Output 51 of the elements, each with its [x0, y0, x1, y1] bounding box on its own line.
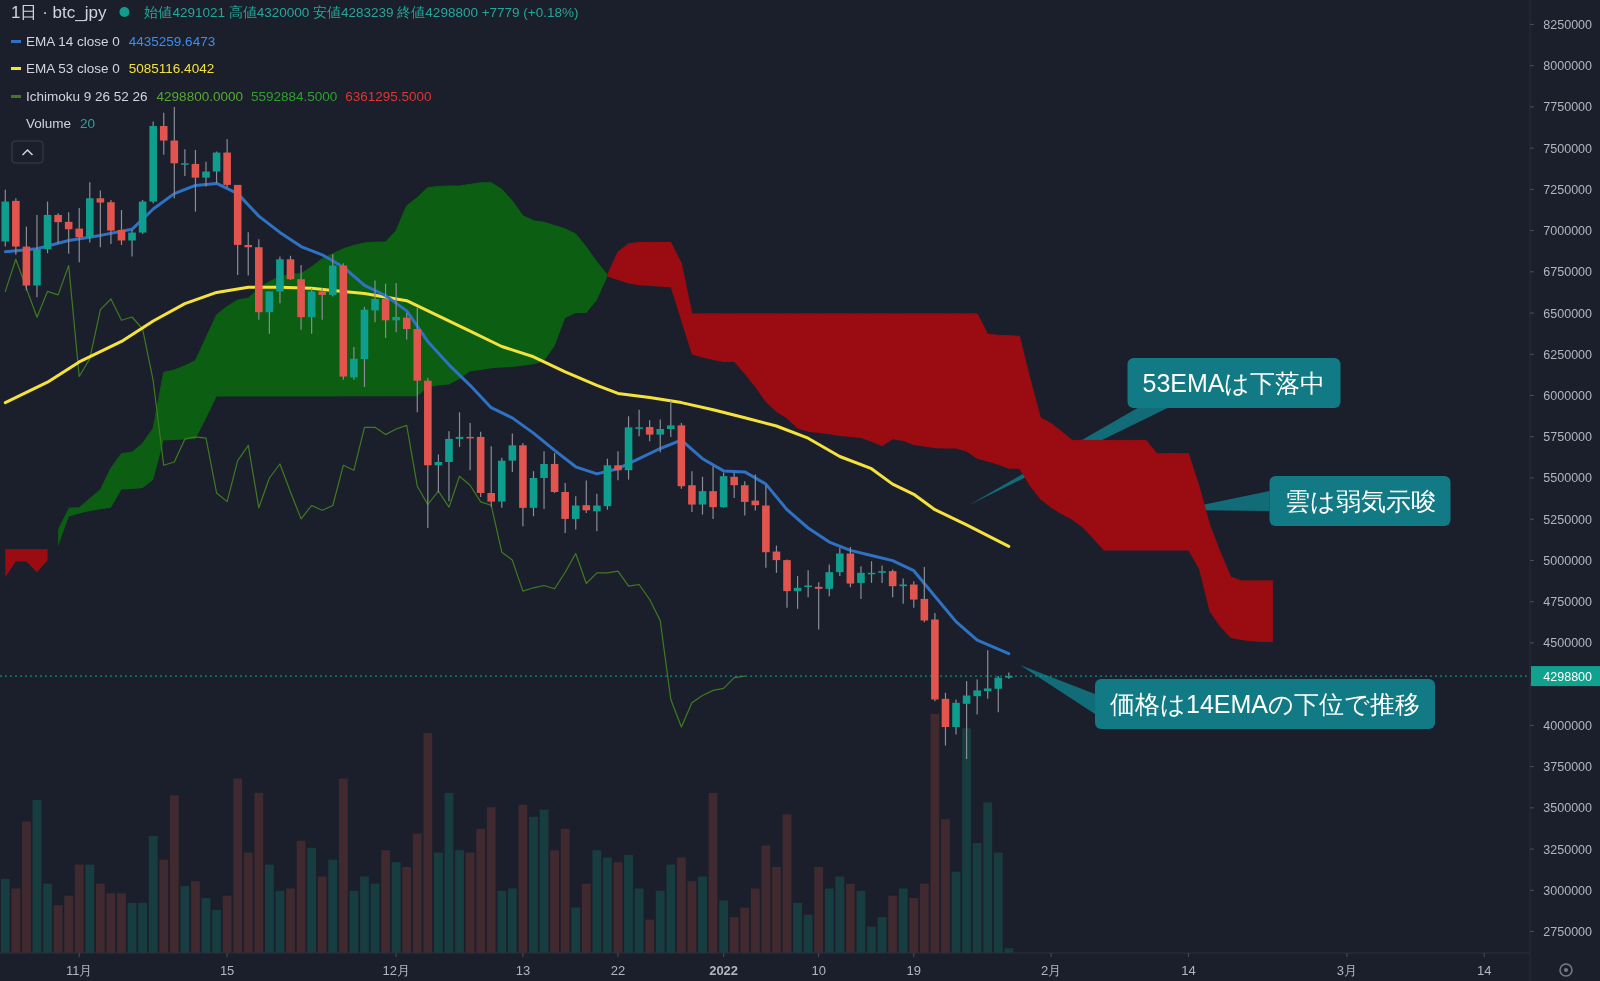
- chart-title: 1日 · btc_jpy: [11, 3, 107, 22]
- annotation: 6361295.5000: [345, 89, 432, 104]
- y-tick-label: 5500000: [1543, 471, 1593, 486]
- x-tick-label: 12月: [382, 963, 410, 978]
- legend-label: EMA 53 close 0: [26, 61, 120, 76]
- y-tick-label: 4750000: [1543, 595, 1593, 610]
- y-tick-label: 4500000: [1543, 636, 1593, 651]
- x-tick-label: 14: [1181, 963, 1196, 978]
- y-tick-label: 3500000: [1543, 801, 1593, 816]
- y-tick-label: 7000000: [1543, 224, 1593, 239]
- annotation: 5592884.5000: [250, 89, 338, 104]
- annotation: 雲は弱気示唆: [1284, 487, 1436, 515]
- annotation: 4298800.0000: [156, 89, 243, 104]
- x-tick-label: 19: [906, 963, 922, 978]
- legend-label: Ichimoku 9 26 52 26: [26, 89, 148, 104]
- x-tick-label: 22: [610, 963, 626, 978]
- annotation: 5085116.4042: [128, 61, 215, 76]
- y-tick-label: 3750000: [1543, 760, 1593, 775]
- ref-line-label: 4298800: [1543, 669, 1593, 684]
- x-tick-label: 3月: [1336, 963, 1358, 978]
- y-tick-label: 7500000: [1543, 141, 1593, 156]
- y-tick-label: 7250000: [1543, 182, 1593, 197]
- legend-label: EMA 14 close 0: [26, 34, 120, 49]
- y-tick-label: 5750000: [1543, 430, 1593, 445]
- annotation: 4435259.6473: [128, 34, 216, 49]
- annotation: 20: [80, 116, 96, 131]
- x-tick-label: 2月: [1040, 963, 1062, 978]
- y-tick-label: 8000000: [1543, 59, 1593, 74]
- y-tick-label: 6500000: [1543, 306, 1593, 321]
- x-tick-label: 13: [515, 963, 531, 978]
- x-tick-label: 2022: [709, 963, 739, 978]
- y-tick-label: 6250000: [1543, 347, 1593, 362]
- x-tick-label: 10: [811, 963, 826, 978]
- y-tick-label: 5250000: [1543, 512, 1593, 527]
- y-tick-label: 3250000: [1543, 842, 1593, 857]
- picture-callout: 価格は14EMAの下位で推移: [1020, 665, 1435, 729]
- text: Volume: [26, 116, 72, 131]
- x-tick-label: 14: [1476, 963, 1492, 978]
- annotation: 価格は14EMAの下位で推移: [1110, 690, 1420, 718]
- y-tick-label: 5000000: [1543, 553, 1593, 568]
- x-tick-label: 15: [219, 963, 235, 978]
- y-tick-label: 4000000: [1543, 718, 1593, 733]
- annotation: 53EMAは下落中: [1142, 369, 1326, 397]
- y-tick-label: 6750000: [1543, 265, 1593, 280]
- y-tick-label: 6000000: [1543, 389, 1593, 404]
- y-tick-label: 2750000: [1543, 925, 1593, 940]
- y-tick-label: 3000000: [1543, 883, 1593, 898]
- annotation: 始値4291021 高値4320000 安値4283239 終値4298800 +7779 (+0.18%): [144, 5, 579, 20]
- y-tick-label: 7750000: [1543, 100, 1593, 115]
- y-tick-label: 8250000: [1543, 17, 1593, 32]
- x-tick-label: 11月: [65, 963, 93, 978]
